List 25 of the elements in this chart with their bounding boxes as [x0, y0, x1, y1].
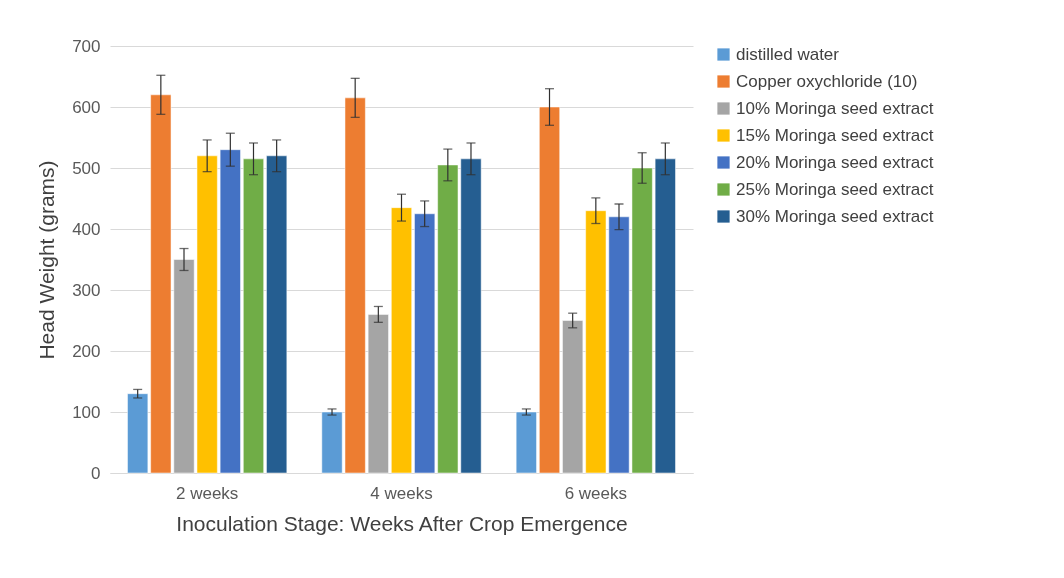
legend-label: Copper oxychloride (10) [736, 71, 918, 91]
x-tick-label: 4 weeks [370, 483, 433, 503]
y-axis-title: Head Weight (grams) [35, 160, 59, 360]
legend-label: 25% Moringa seed extract [736, 179, 934, 199]
legend-label: 30% Moringa seed extract [736, 206, 934, 226]
y-tick-label: 100 [72, 402, 101, 422]
y-tick-label: 200 [72, 341, 101, 361]
x-tick-label: 2 weeks [175, 483, 239, 503]
bar [515, 411, 538, 474]
legend-label: 10% Moringa seed extract [736, 98, 934, 118]
y-tick-label: 400 [72, 219, 101, 239]
bar [538, 106, 561, 474]
legend-label: distilled water [736, 44, 840, 64]
legend-label: 15% Moringa seed extract [736, 125, 934, 145]
bar [390, 207, 413, 474]
bar [242, 158, 265, 474]
bar [265, 155, 288, 474]
y-tick-label: 700 [72, 36, 101, 56]
y-tick-label: 600 [72, 97, 101, 117]
x-tick-label: 6 weeks [564, 483, 628, 503]
legend-label: 20% Moringa seed extract [736, 152, 934, 172]
y-tick-label: 300 [72, 280, 101, 300]
y-tick-label: 500 [72, 158, 101, 178]
x-axis-title: Inoculation Stage: Weeks After Crop Emergence [176, 511, 628, 535]
y-tick-label: 0 [91, 463, 101, 483]
